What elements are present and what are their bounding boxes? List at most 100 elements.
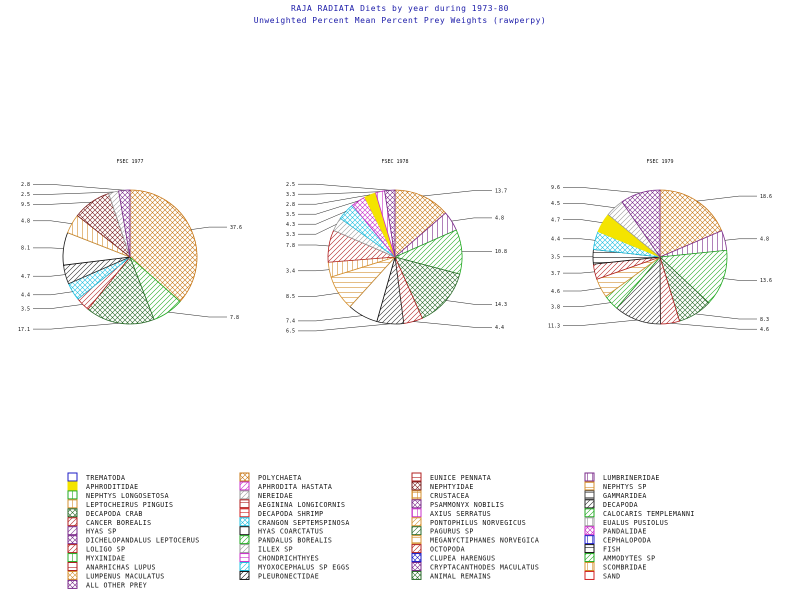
- legend-swatch: [239, 553, 250, 563]
- legend-item-crangon-septemspinosa: CRANGON SEPTEMSPINOSA: [239, 517, 349, 527]
- data-label-nereidae: 2.5: [21, 192, 30, 198]
- legend-label: DICHELOPANDALUS LEPTOCERUS: [86, 537, 200, 545]
- data-label-decapoda: 11.3: [548, 323, 560, 329]
- data-label-polychaeta: 18.6: [760, 194, 772, 200]
- legend-item-ammodytes-sp: AMMODYTES SP: [584, 553, 655, 563]
- legend-swatch: [67, 508, 78, 518]
- legend-label: PANDALIDAE: [603, 528, 647, 536]
- pie-slice-animal-remains: [394, 256, 461, 319]
- legend-item-scombridae: SCOMBRIDAE: [584, 562, 647, 572]
- leader-line: [33, 322, 120, 330]
- legend-label: CRYPTACANTHODES MACULATUS: [430, 564, 539, 572]
- legend-label: PONTOPHILUS NORVEGICUS: [430, 519, 526, 527]
- data-label-polychaeta: 37.6: [230, 225, 242, 231]
- legend-swatch: [584, 517, 595, 527]
- legend-swatch: [411, 526, 422, 536]
- legend-label: POLYCHAETA: [258, 474, 302, 482]
- leader-line: [33, 201, 92, 205]
- legend-swatch: [411, 544, 422, 554]
- legend-label: CRUSTACEA: [430, 492, 469, 500]
- leader-line: [33, 184, 125, 191]
- legend-swatch: [239, 526, 250, 536]
- leader-line: [168, 311, 227, 318]
- legend-item-cancer-borealis: CANCER BOREALIS: [67, 517, 151, 527]
- data-label-ammodytes-sp: 3.8: [551, 304, 560, 310]
- leader-line: [298, 200, 359, 215]
- data-label-lumbrineridae: 4.8: [760, 237, 769, 243]
- legend-swatch: [67, 499, 78, 509]
- data-label-cancer-borealis: 3.7: [551, 271, 560, 277]
- legend-label: PAGURUS SP: [430, 528, 474, 536]
- legend-label: CEPHALOPODA: [603, 537, 651, 545]
- legend-label: ANARHICHAS LUPUS: [86, 564, 156, 572]
- data-label-all-other-prey: 9.6: [551, 185, 560, 191]
- legend-label: NEREIDAE: [258, 492, 293, 500]
- legend-swatch: [584, 490, 595, 500]
- pie-title: FSEC 1979: [646, 159, 673, 165]
- legend-swatch: [411, 535, 422, 545]
- leader-line: [695, 313, 757, 320]
- legend-item-crustacea: CRUSTACEA: [411, 490, 469, 500]
- legend-swatch: [411, 481, 422, 491]
- legend-swatch: [239, 570, 250, 580]
- legend-label: SCOMBRIDAE: [603, 564, 647, 572]
- legend-item-aphrodita-hastata: APHRODITA HASTATA: [239, 481, 332, 491]
- legend-swatch: [584, 553, 595, 563]
- legend-item-aphroditidae: APHRODITIDAE: [67, 481, 138, 491]
- legend-swatch: [411, 562, 422, 571]
- legend-swatch: [239, 472, 250, 482]
- data-label-octopoda: 4.6: [760, 327, 769, 333]
- legend-swatch: [239, 562, 250, 571]
- legend-swatch: [411, 472, 422, 482]
- legend-swatch: [239, 517, 250, 527]
- legend-item-nephtyidae: NEPHTYIDAE: [411, 481, 473, 491]
- data-label-decapoda: 6.5: [286, 329, 295, 335]
- data-label-animal-remains: 8.3: [760, 317, 769, 323]
- legend-label: DECAPODA CRAB: [86, 510, 143, 518]
- pie-fsec-1979: FSEC 1979 18.6 4.8 13.6 8.3 4.6 9.6 4.5 4.7 4.4 3.…: [548, 159, 772, 333]
- data-label-nereidae: 3.3: [286, 232, 295, 238]
- legend-item-myxinidae: MYXINIDAE: [67, 553, 125, 563]
- leader-line: [191, 226, 227, 230]
- legend-label: PANDALUS BOREALIS: [258, 537, 332, 545]
- leader-line: [451, 217, 492, 222]
- legend-item-hyas-coarctatus: HYAS COARCTATUS: [239, 526, 323, 536]
- legend-item-psammonyx-nobilis: PSAMMONYX NOBILIS: [411, 499, 504, 509]
- legend-label: AEGININA LONGICORNIS: [258, 501, 345, 509]
- legend-label: OCTOPODA: [430, 546, 465, 554]
- pie-title: FSEC 1978: [381, 159, 408, 165]
- leader-line: [33, 274, 66, 277]
- legend-swatch: [584, 544, 595, 554]
- data-label-crangon-septemspinosa: 4.4: [21, 293, 30, 299]
- legend-swatch: [411, 517, 422, 527]
- legend-item-polychaeta: POLYCHAETA: [239, 472, 302, 482]
- legend-item-octopoda: OCTOPODA: [411, 544, 465, 554]
- legend-label: DECAPODA SHRIMP: [258, 510, 324, 518]
- legend-swatch: [411, 499, 422, 509]
- leader-line: [298, 191, 381, 195]
- legend-item-pagurus-sp: PAGURUS SP: [411, 526, 474, 536]
- pie-slice-polychaeta: [659, 189, 723, 258]
- data-label-leptocheirus-pinguis: 3.4: [286, 269, 295, 275]
- leader-line: [33, 247, 64, 249]
- legend-label: HYAS SP: [86, 528, 117, 536]
- legend-item-dichelopandalus-leptocerus: DICHELOPANDALUS LEPTOCERUS: [67, 535, 200, 545]
- legend-swatch: [584, 472, 595, 482]
- pie-fsec-1978: FSEC 1978 13.7 4.8 10.8 14.3 4.4 2.5 3.3 2.8 3.5 4…: [286, 159, 507, 335]
- data-label-animal-remains: 14.3: [495, 302, 507, 308]
- data-label-pandalus-borealis: 10.8: [495, 249, 507, 255]
- legend-item-clupea-harengus: CLUPEA HARENGUS: [411, 553, 495, 563]
- legend-label: LOLIGO SP: [86, 546, 125, 554]
- legend-item-cephalopoda: CEPHALOPODA: [584, 535, 651, 545]
- leader-line: [670, 322, 757, 330]
- leader-line: [298, 194, 371, 205]
- legend-label: ILLEX SP: [258, 546, 293, 554]
- leader-line: [723, 278, 757, 281]
- legend-swatch: [67, 579, 78, 589]
- legend-swatch: [67, 472, 78, 482]
- legend-swatch: [67, 562, 78, 571]
- legend-swatch: [239, 544, 250, 554]
- leader-line: [33, 304, 83, 309]
- leader-line: [298, 292, 339, 297]
- legend-item-all-other-prey: ALL OTHER PREY: [67, 579, 147, 589]
